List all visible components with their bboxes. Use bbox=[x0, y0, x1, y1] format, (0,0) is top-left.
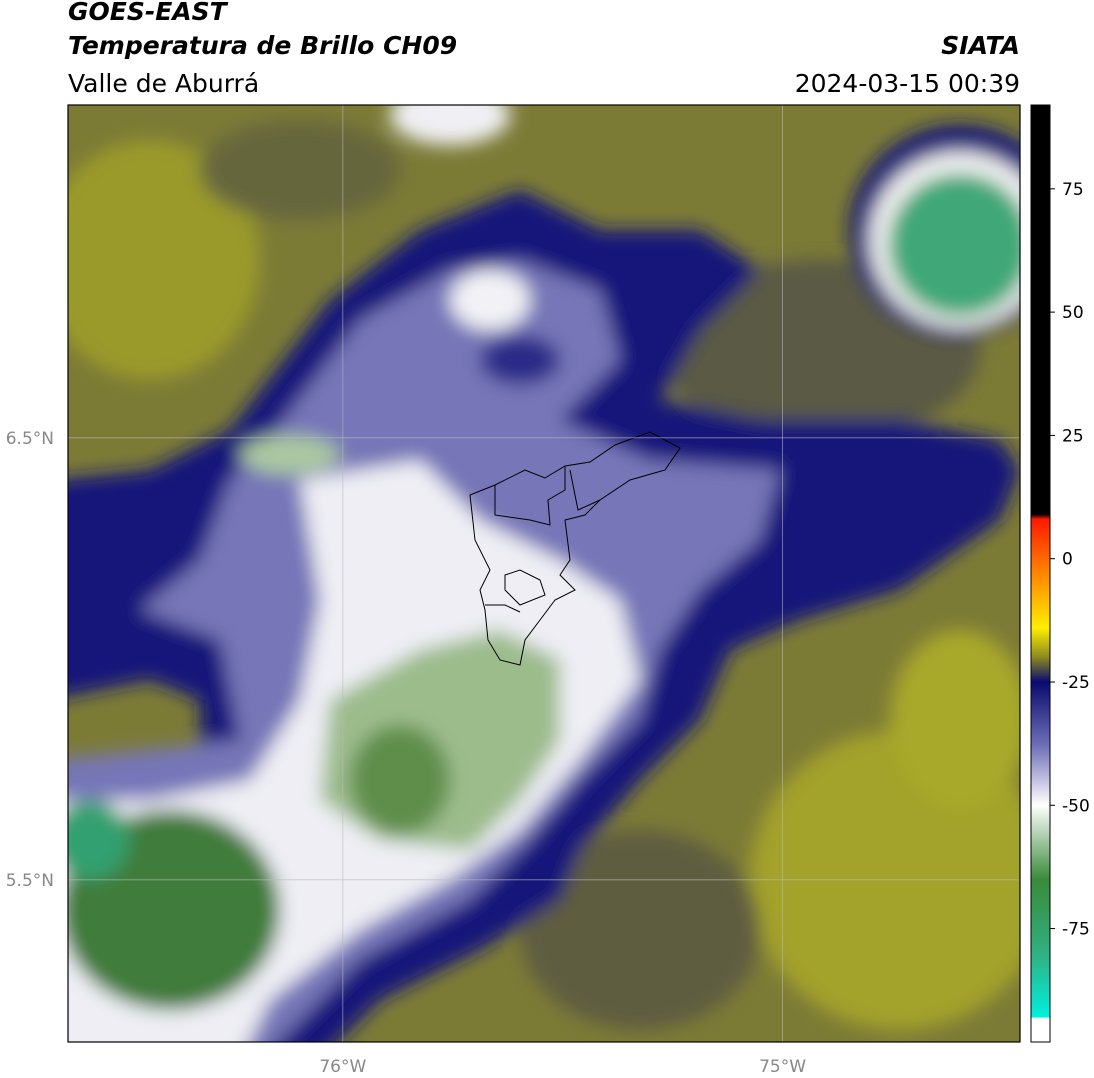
satellite-image bbox=[68, 105, 1020, 1042]
satellite-title: GOES-EAST bbox=[68, 0, 229, 26]
colorbar bbox=[1030, 104, 1051, 1043]
colorbar-tick-label: -25 bbox=[1062, 673, 1090, 693]
map-frame bbox=[67, 104, 1021, 1043]
x-tick-label: 75°W bbox=[759, 1057, 806, 1077]
x-tick-label: 76°W bbox=[319, 1057, 366, 1077]
product-title: Temperatura de Brillo CH09 bbox=[68, 31, 457, 60]
y-tick-label: 6.5°N bbox=[6, 429, 54, 449]
colorbar-tick-label: 75 bbox=[1062, 180, 1084, 200]
municipal-boundaries bbox=[469, 431, 681, 666]
institution: SIATA bbox=[941, 31, 1020, 60]
region: Valle de Aburrá bbox=[68, 69, 259, 98]
colorbar-tick-label: 25 bbox=[1062, 426, 1084, 446]
colorbar-tick-label: 50 bbox=[1062, 303, 1084, 323]
colorbar-tick-label: -50 bbox=[1062, 796, 1090, 816]
colorbar-tick-label: 0 bbox=[1062, 550, 1073, 570]
graticule bbox=[68, 105, 1020, 1042]
y-tick-label: 5.5°N bbox=[6, 871, 54, 891]
datetime: 2024-03-15 00:39 bbox=[795, 69, 1020, 98]
colorbar-tick-label: -75 bbox=[1062, 920, 1090, 940]
